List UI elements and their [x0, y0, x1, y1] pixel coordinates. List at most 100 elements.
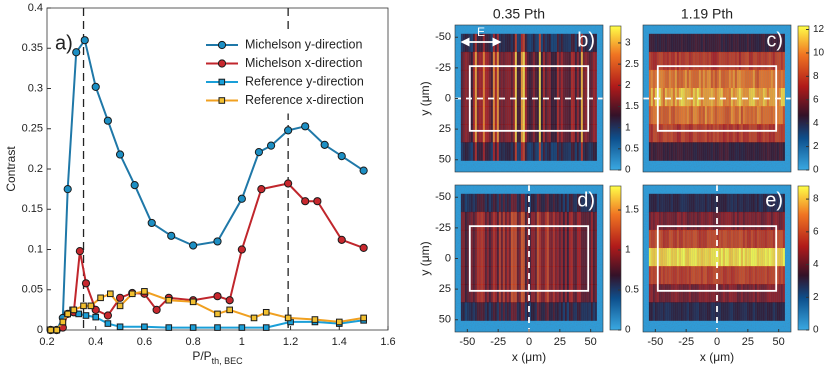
image-texture	[466, 69, 469, 89]
image-texture	[688, 229, 691, 249]
image-texture	[576, 266, 579, 285]
image-texture	[734, 142, 737, 161]
colorbar-tick-label: 3	[625, 38, 631, 49]
image-texture	[482, 302, 485, 321]
marker	[311, 316, 319, 323]
image-texture	[488, 211, 491, 231]
marker	[75, 310, 82, 318]
image-texture	[514, 124, 517, 143]
image-texture	[518, 124, 521, 143]
image-texture	[698, 229, 701, 249]
image-texture	[664, 51, 667, 71]
image-texture	[516, 69, 519, 89]
image-texture	[774, 302, 777, 321]
image-texture	[516, 211, 519, 231]
image-texture	[576, 69, 579, 89]
image-texture	[726, 302, 729, 321]
image-texture	[746, 229, 749, 249]
image-texture	[690, 88, 693, 107]
image-texture	[714, 69, 717, 89]
image-texture	[736, 284, 739, 303]
image-texture	[674, 266, 677, 285]
image-texture	[522, 302, 525, 321]
image-texture	[660, 88, 663, 107]
image-texture	[686, 193, 689, 213]
image-texture	[728, 33, 731, 53]
image-texture	[560, 33, 563, 53]
image-texture	[502, 33, 505, 53]
image-texture	[744, 69, 747, 89]
image-texture	[666, 106, 669, 125]
image-texture	[496, 106, 499, 125]
image-texture	[704, 88, 707, 107]
image-texture	[718, 106, 721, 125]
image-texture	[660, 193, 663, 213]
image-texture	[684, 106, 687, 125]
image-texture	[698, 33, 701, 53]
image-texture	[590, 211, 593, 231]
image-texture	[678, 248, 681, 267]
image-texture	[666, 124, 669, 143]
image-texture	[752, 302, 755, 321]
colorbar-tick-label: 6	[813, 94, 819, 105]
marker	[237, 194, 246, 203]
image-texture	[680, 284, 683, 303]
image-texture	[660, 302, 663, 321]
image-texture	[694, 193, 697, 213]
image-texture	[576, 229, 579, 249]
image-texture	[496, 266, 499, 285]
image-texture	[648, 211, 651, 231]
image-texture	[568, 211, 571, 231]
image-texture	[492, 142, 495, 161]
image-texture	[490, 211, 493, 231]
image-texture	[584, 229, 587, 249]
image-texture	[710, 266, 713, 285]
image-texture	[736, 266, 739, 285]
image-texture	[710, 248, 713, 267]
image-texture	[508, 69, 511, 89]
image-texture	[578, 69, 581, 89]
image-texture	[544, 229, 547, 249]
image-texture	[752, 284, 755, 303]
image-texture	[542, 51, 545, 71]
image-texture	[486, 302, 489, 321]
marker	[53, 326, 61, 334]
image-texture	[668, 248, 671, 267]
image-texture	[470, 106, 473, 125]
image-texture	[556, 106, 559, 125]
image-texture	[782, 229, 785, 249]
marker	[87, 302, 95, 310]
image-texture	[708, 51, 711, 71]
image-texture	[704, 51, 707, 71]
image-texture	[722, 69, 725, 89]
image-texture	[688, 248, 691, 267]
image-texture	[766, 248, 769, 267]
image-texture	[508, 229, 511, 249]
image-texture	[480, 284, 483, 303]
image-texture	[570, 33, 573, 53]
image-texture	[500, 124, 503, 143]
image-texture	[462, 106, 465, 125]
image-texture	[488, 33, 491, 53]
image-texture	[752, 88, 755, 107]
image-texture	[776, 51, 779, 71]
image-texture	[778, 229, 781, 249]
image-texture	[514, 229, 517, 249]
image-texture	[704, 69, 707, 89]
image-texture	[706, 106, 709, 125]
image-texture	[512, 51, 515, 71]
image-texture	[692, 302, 695, 321]
image-texture	[504, 142, 507, 161]
y-tick-label: -25	[435, 222, 451, 234]
image-texture	[514, 88, 517, 107]
image-texture	[466, 284, 469, 303]
image-texture	[498, 302, 501, 321]
marker	[103, 311, 112, 320]
image-texture	[568, 51, 571, 71]
image-texture	[586, 142, 589, 161]
image-texture	[522, 248, 525, 267]
image-texture	[490, 248, 493, 267]
image-texture	[530, 248, 533, 267]
image-texture	[772, 229, 775, 249]
image-texture	[572, 284, 575, 303]
